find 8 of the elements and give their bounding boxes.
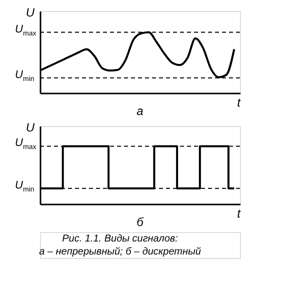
text: Рис. 1.1. Виды сигналов: bbox=[62, 234, 178, 244]
y-axis-title: U bbox=[26, 120, 35, 134]
y-axis-title: U bbox=[26, 6, 35, 20]
x-axis-title: t bbox=[237, 206, 242, 220]
text: а bbox=[136, 104, 144, 118]
x-axis-title: t bbox=[237, 96, 242, 110]
text: б bbox=[136, 215, 145, 229]
text: а – непрерывный; б – дискретный bbox=[39, 246, 202, 258]
